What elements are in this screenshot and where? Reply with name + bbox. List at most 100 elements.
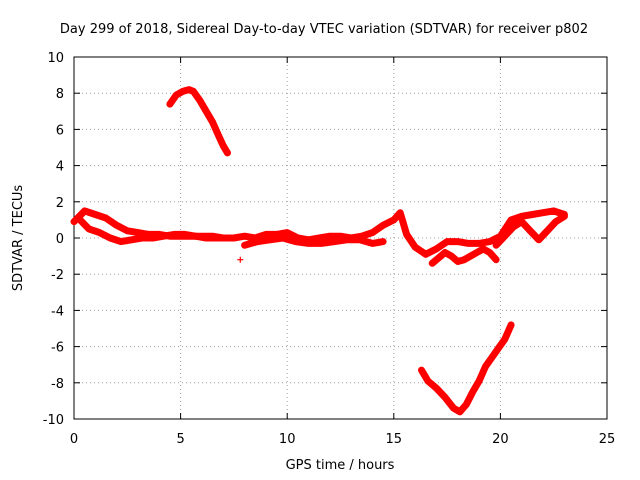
data-point [166, 101, 173, 108]
series-band-1 [70, 207, 568, 258]
y-tick-label: -8 [51, 377, 64, 392]
data-point [422, 251, 429, 258]
data-point [450, 405, 457, 412]
data-point [230, 235, 237, 241]
data-point [241, 242, 248, 249]
data-point [435, 254, 442, 261]
chart-title: Day 299 of 2018, Sidereal Day-to-day VTE… [60, 22, 588, 37]
y-tick-label: -4 [51, 304, 64, 319]
x-tick-label: 15 [386, 432, 403, 447]
data-point [448, 253, 455, 260]
data-point [424, 377, 431, 384]
data-point [486, 238, 493, 245]
data-point [215, 133, 222, 140]
data-point [192, 233, 199, 240]
data-point [262, 231, 269, 238]
data-point [75, 215, 82, 222]
data-point [476, 240, 483, 247]
y-tick-label: -2 [51, 268, 64, 283]
data-point [279, 235, 286, 241]
y-tick-label: 8 [56, 87, 64, 102]
data-point [237, 256, 244, 263]
data-point [463, 401, 470, 408]
data-point [173, 92, 180, 99]
x-tick-label: 10 [279, 432, 296, 447]
data-point [561, 213, 568, 220]
data-point [254, 238, 261, 245]
data-point [461, 256, 468, 263]
data-point [473, 249, 480, 256]
x-tick-label: 25 [599, 432, 616, 447]
data-point [326, 233, 333, 240]
data-point [429, 260, 436, 267]
data-point [124, 227, 131, 234]
data-point [241, 233, 248, 240]
data-point [102, 215, 109, 222]
data-point [518, 218, 525, 225]
data-point [508, 321, 515, 328]
data-point [418, 367, 425, 374]
data-point [220, 142, 227, 149]
data-point [488, 354, 495, 361]
data-point [480, 245, 487, 252]
data-point [493, 242, 500, 249]
data-point [467, 253, 474, 260]
series-arc-low [418, 321, 515, 416]
data-point [544, 227, 551, 234]
series-arc-high [166, 86, 231, 157]
series-band [166, 86, 231, 157]
series-band [70, 207, 568, 258]
y-tick-label: 0 [56, 232, 64, 247]
data-points-layer [70, 86, 568, 416]
x-tick-label: 20 [492, 432, 509, 447]
data-point [486, 249, 493, 256]
data-point [501, 336, 508, 343]
data-point [535, 236, 542, 243]
data-point [71, 218, 77, 225]
x-axis-label: GPS time / hours [286, 458, 395, 473]
data-point [397, 209, 404, 216]
data-point [134, 229, 141, 236]
data-point [196, 97, 203, 104]
y-tick-label: 6 [56, 123, 64, 138]
data-point [92, 211, 99, 218]
data-point [224, 235, 231, 241]
y-axis-label: SDTVAR / TECUs [11, 185, 26, 292]
data-point [117, 238, 124, 245]
data-point [179, 88, 186, 95]
data-point [476, 377, 483, 384]
data-point [96, 229, 103, 236]
data-point [81, 207, 88, 214]
data-point [369, 229, 376, 236]
data-point [292, 238, 299, 245]
data-point [139, 235, 146, 241]
series-band [418, 321, 515, 416]
data-point [203, 108, 210, 115]
data-point [113, 222, 120, 229]
y-tick-label: -10 [43, 413, 64, 428]
data-point [390, 216, 397, 223]
data-point [160, 233, 167, 240]
data-point [305, 240, 312, 247]
data-point [267, 236, 274, 243]
data-point [380, 238, 387, 245]
data-point [508, 216, 515, 223]
data-point [495, 345, 502, 352]
data-point [343, 236, 350, 243]
data-point [213, 235, 220, 241]
x-tick-label: 0 [70, 432, 78, 447]
data-point [433, 385, 440, 392]
data-point [369, 240, 376, 247]
data-point [527, 227, 534, 234]
y-tick-label: -6 [51, 341, 64, 356]
data-point [493, 256, 500, 263]
data-point [380, 222, 387, 229]
y-tick-label: 2 [56, 196, 64, 211]
data-point [510, 224, 517, 231]
data-point [224, 149, 231, 156]
data-point [433, 245, 440, 252]
data-point [469, 388, 476, 395]
data-point [186, 86, 193, 93]
